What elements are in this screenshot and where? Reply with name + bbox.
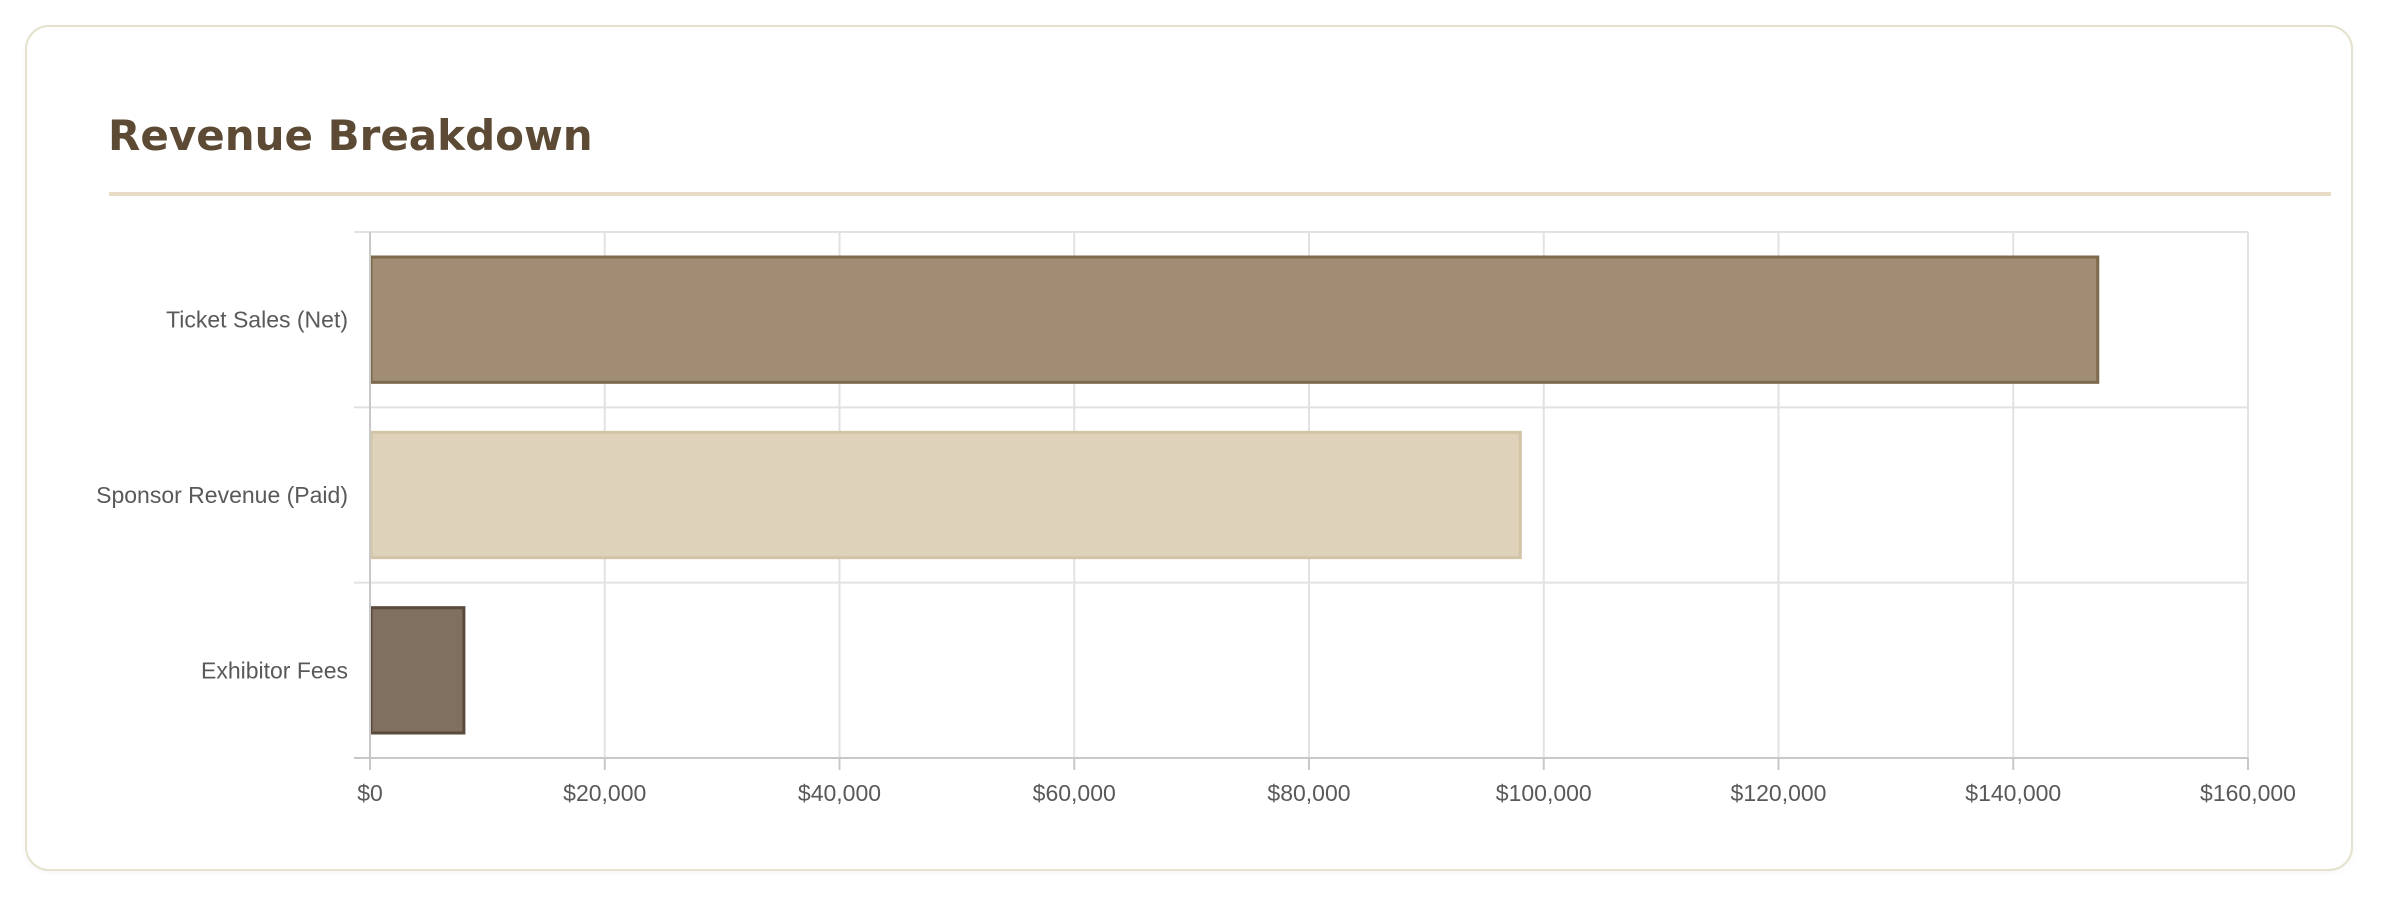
- card-title: Revenue Breakdown: [108, 111, 593, 160]
- y-tick-label: Exhibitor Fees: [201, 657, 348, 683]
- title-divider: [109, 192, 2331, 196]
- x-tick-label: $120,000: [1731, 780, 1827, 806]
- x-tick-label: $60,000: [1033, 780, 1116, 806]
- x-tick-label: $80,000: [1267, 780, 1350, 806]
- x-tick-label: $140,000: [1965, 780, 2061, 806]
- x-tick-label: $40,000: [798, 780, 881, 806]
- bar-exhibitor-fees: [369, 606, 466, 735]
- x-tick-label: $160,000: [2200, 780, 2296, 806]
- bar-ticket-sales-net: [369, 255, 2100, 384]
- bar-sponsor-revenue-paid: [369, 430, 1522, 560]
- y-tick-label: Ticket Sales (Net): [166, 307, 348, 333]
- x-tick-label: $0: [357, 780, 383, 806]
- x-tick-label: $20,000: [563, 780, 646, 806]
- x-tick-label: $100,000: [1496, 780, 1592, 806]
- y-tick-label: Sponsor Revenue (Paid): [96, 482, 348, 508]
